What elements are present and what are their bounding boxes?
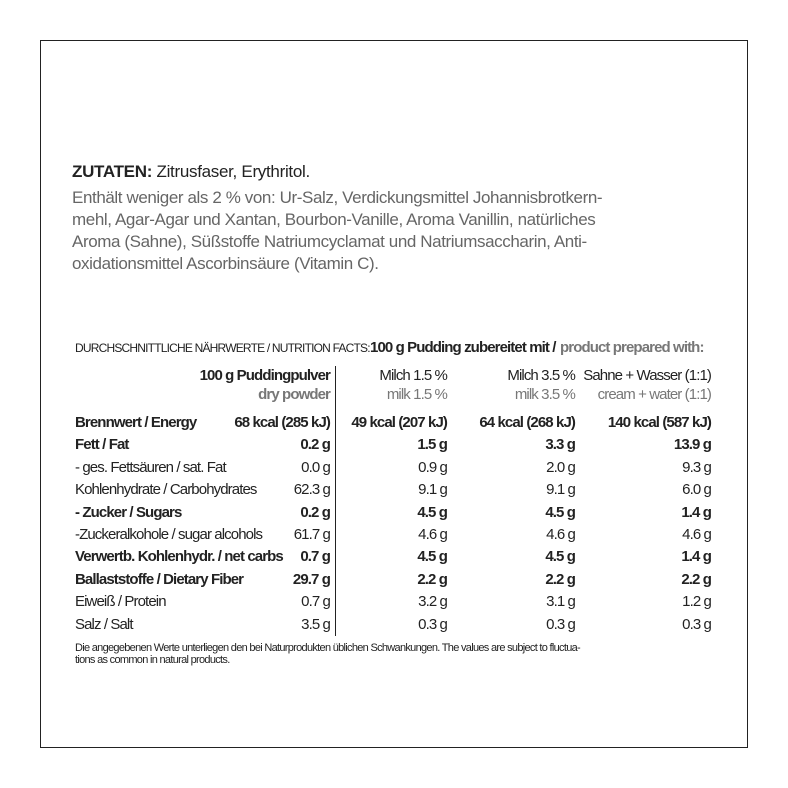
row-value: 4.5 g (545, 548, 576, 566)
column-header: 100 g Puddingpulver (199, 367, 331, 384)
row-value: 2.2 g (417, 570, 448, 588)
row-value: 0.3 g (682, 615, 712, 633)
row-value: 4.6 g (418, 526, 448, 543)
row-value: 0.2 g (300, 436, 331, 454)
row-value: 0.2 g (300, 503, 331, 521)
column-header: Milch 1.5 % (379, 367, 448, 384)
row-label: Salz / Salt (75, 615, 134, 633)
row-label: Fett / Fat (75, 436, 129, 454)
row-label: - ges. Fettsäuren / sat. Fat (75, 458, 227, 476)
row-value: 9.1 g (418, 481, 448, 499)
row-value: 0.7 g (301, 593, 331, 611)
ingredients-heading: ZUTATEN: Zitrusfaser, Erythritol. (72, 163, 310, 180)
column-header-en: milk 3.5 % (514, 386, 576, 403)
footnote-line: tions as common in natural products. (75, 654, 230, 666)
row-value: 2.0 g (546, 458, 576, 476)
row-value: 4.6 g (682, 526, 712, 543)
row-value: 0.0 g (301, 458, 331, 476)
row-value: 0.3 g (418, 615, 448, 633)
row-value: 1.5 g (417, 436, 448, 454)
row-value: 64 kcal (268 kJ) (479, 414, 576, 431)
row-value: 140 kcal (587 kJ) (607, 414, 712, 431)
column-header-en: cream + water (1:1) (597, 386, 712, 403)
column-header-en: milk 1.5 % (386, 386, 448, 403)
row-value: 0.9 g (418, 458, 448, 476)
row-value: 62.3 g (293, 481, 331, 499)
prepared-label: 100 g Pudding zubereitet mit / (370, 339, 556, 356)
row-value: 3.1 g (546, 593, 576, 611)
row-value: 1.4 g (681, 503, 712, 521)
prepared-label-en: product prepared with: (560, 339, 704, 356)
column-header: Milch 3.5 % (507, 367, 576, 384)
row-label: -Zuckeralkohole / sugar alcohols (75, 526, 263, 543)
row-value: 13.9 g (673, 436, 712, 454)
row-value: 3.5 g (301, 615, 331, 633)
ingredients-line: oxidationsmittel Ascorbinsäure (Vitamin … (72, 254, 379, 273)
row-value: 4.6 g (546, 526, 576, 543)
row-label: - Zucker / Sugars (75, 503, 182, 521)
row-value: 49 kcal (207 kJ) (351, 414, 448, 431)
table-title: DURCHSCHNITTLICHE NÄHRWERTE / NUTRITION … (75, 341, 371, 355)
ingredients-line: Enthält weniger als 2 % von: Ur-Salz, Ve… (72, 188, 603, 207)
row-value: 0.3 g (546, 615, 576, 633)
row-value: 2.2 g (681, 570, 712, 588)
row-value: 29.7 g (292, 570, 331, 588)
row-value: 3.2 g (418, 593, 448, 611)
ingredients-line: mehl, Agar-Agar und Xantan, Bourbon-Vani… (72, 210, 596, 229)
ingredients-main: Zitrusfaser, Erythritol. (156, 162, 311, 181)
column-header: Sahne + Wasser (1:1) (583, 367, 712, 384)
column-divider (335, 366, 336, 636)
column-header-en: dry powder (258, 386, 331, 403)
row-label: Verwertb. Kohlenhydr. / net carbs (75, 548, 284, 566)
row-value: 6.0 g (682, 481, 712, 499)
row-value: 9.1 g (546, 481, 576, 499)
row-value: 1.2 g (682, 593, 712, 611)
row-value: 61.7 g (293, 526, 331, 543)
ingredients-line: Aroma (Sahne), Süßstoffe Natriumcyclamat… (72, 232, 587, 251)
row-value: 68 kcal (285 kJ) (234, 414, 331, 431)
row-value: 2.2 g (545, 570, 576, 588)
footnote-line: Die angegebenen Werte unterliegen den be… (75, 642, 581, 654)
row-value: 9.3 g (682, 458, 712, 476)
row-value: 4.5 g (417, 503, 448, 521)
row-value: 4.5 g (417, 548, 448, 566)
row-label: Ballaststoffe / Dietary Fiber (75, 570, 244, 588)
row-value: 3.3 g (545, 436, 576, 454)
row-label: Brennwert / Energy (75, 414, 197, 431)
row-label: Kohlenhydrate / Carbohydrates (75, 481, 257, 499)
row-value: 4.5 g (545, 503, 576, 521)
row-value: 1.4 g (681, 548, 712, 566)
row-value: 0.7 g (300, 548, 331, 566)
frame (40, 40, 748, 748)
ingredients-label: ZUTATEN: (72, 162, 153, 181)
row-label: Eiweiß / Protein (75, 593, 167, 611)
